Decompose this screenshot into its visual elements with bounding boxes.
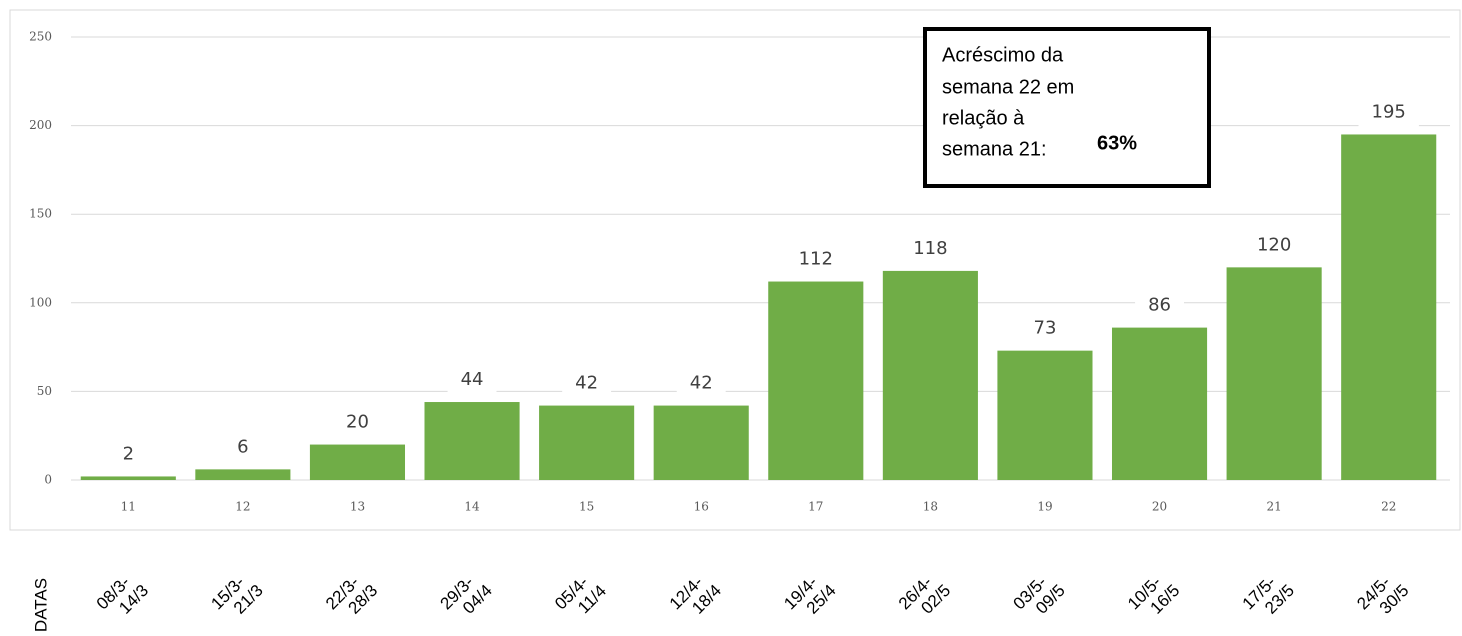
- date-label: 19/4-25/4: [780, 573, 839, 618]
- value-label: 73: [1034, 318, 1057, 339]
- bar: [768, 281, 864, 480]
- value-label-bg: [562, 369, 612, 400]
- date-label: 22/3-28/3: [322, 573, 381, 618]
- annotation-line: semana 22 em: [942, 76, 1074, 98]
- date-label: 08/3-14/3: [93, 573, 152, 618]
- value-label: 42: [690, 373, 713, 394]
- value-label: 2: [123, 443, 134, 464]
- value-label-bg: [333, 408, 382, 439]
- bar: [539, 405, 635, 480]
- x-tick-label: 15: [579, 500, 594, 514]
- value-label: 120: [1257, 234, 1291, 255]
- value-label-bg: [447, 366, 497, 397]
- value-label: 195: [1372, 101, 1406, 122]
- bar: [80, 476, 176, 480]
- bar: [653, 405, 749, 480]
- date-label: 12/4-18/4: [666, 573, 725, 618]
- value-label: 6: [237, 436, 248, 457]
- y-tick-label: 250: [29, 30, 52, 44]
- bar: [1341, 134, 1437, 480]
- value-label: 42: [575, 373, 598, 394]
- annotation-line: relação à: [942, 107, 1025, 129]
- bar: [309, 444, 406, 480]
- bar: [882, 270, 978, 480]
- value-labels: 2 6 20 44 42 42 112 118 73 86 120 195: [109, 98, 1419, 471]
- value-label: 44: [461, 369, 484, 390]
- x-tick-label: 14: [464, 500, 480, 514]
- date-label: 26/4-02/5: [895, 573, 954, 618]
- value-label: 118: [913, 238, 947, 259]
- dates-label: DATAS: [31, 578, 50, 632]
- x-tick-label: 18: [923, 500, 938, 514]
- value-label-bg: [1243, 231, 1305, 262]
- y-tick-label: 200: [29, 118, 52, 132]
- annotation-line: semana 21:: [942, 138, 1047, 160]
- value-label-bg: [224, 433, 262, 464]
- date-label: 29/3-04/4: [437, 573, 496, 618]
- bar: [424, 402, 520, 480]
- value-label: 112: [799, 249, 833, 270]
- date-label: 17/5-23/5: [1239, 573, 1298, 618]
- bar: [997, 350, 1093, 480]
- annotation-box: [923, 27, 1211, 188]
- bar: [1226, 267, 1322, 480]
- y-tick-label: 50: [37, 384, 52, 398]
- value-label: 20: [346, 412, 369, 433]
- x-tick-label: 21: [1266, 500, 1281, 514]
- value-label: 86: [1148, 295, 1171, 316]
- date-label: 05/4-11/4: [551, 573, 610, 618]
- x-tick-label: 16: [694, 500, 709, 514]
- value-label-bg: [1135, 291, 1184, 322]
- y-tick-label: 150: [29, 207, 52, 221]
- value-label-bg: [785, 245, 846, 276]
- x-tick-label: 13: [350, 500, 365, 514]
- x-tick-label: 19: [1037, 500, 1052, 514]
- y-tick-label: 100: [29, 295, 52, 309]
- bar: [1111, 327, 1208, 480]
- date-label: 03/5-09/5: [1009, 573, 1068, 618]
- x-tick-label: 11: [121, 500, 136, 514]
- x-tick-label: 22: [1381, 500, 1396, 514]
- value-label-bg: [109, 440, 148, 471]
- value-label-bg: [676, 369, 726, 400]
- value-label-bg: [1358, 98, 1419, 129]
- date-label: 10/5-16/5: [1124, 573, 1183, 618]
- x-tick-label: 20: [1152, 500, 1167, 514]
- value-label-bg: [1020, 314, 1070, 345]
- bar: [195, 469, 291, 480]
- x-tick-label: 12: [235, 500, 250, 514]
- date-label: 15/3-21/3: [207, 573, 266, 618]
- annotation-highlight: 63%: [1097, 132, 1137, 154]
- date-label: 24/5-30/5: [1353, 573, 1412, 618]
- x-tick-label: 17: [808, 500, 823, 514]
- annotation-line: Acréscimo da: [942, 44, 1064, 66]
- y-tick-label: 0: [44, 473, 52, 487]
- value-label-bg: [900, 234, 961, 265]
